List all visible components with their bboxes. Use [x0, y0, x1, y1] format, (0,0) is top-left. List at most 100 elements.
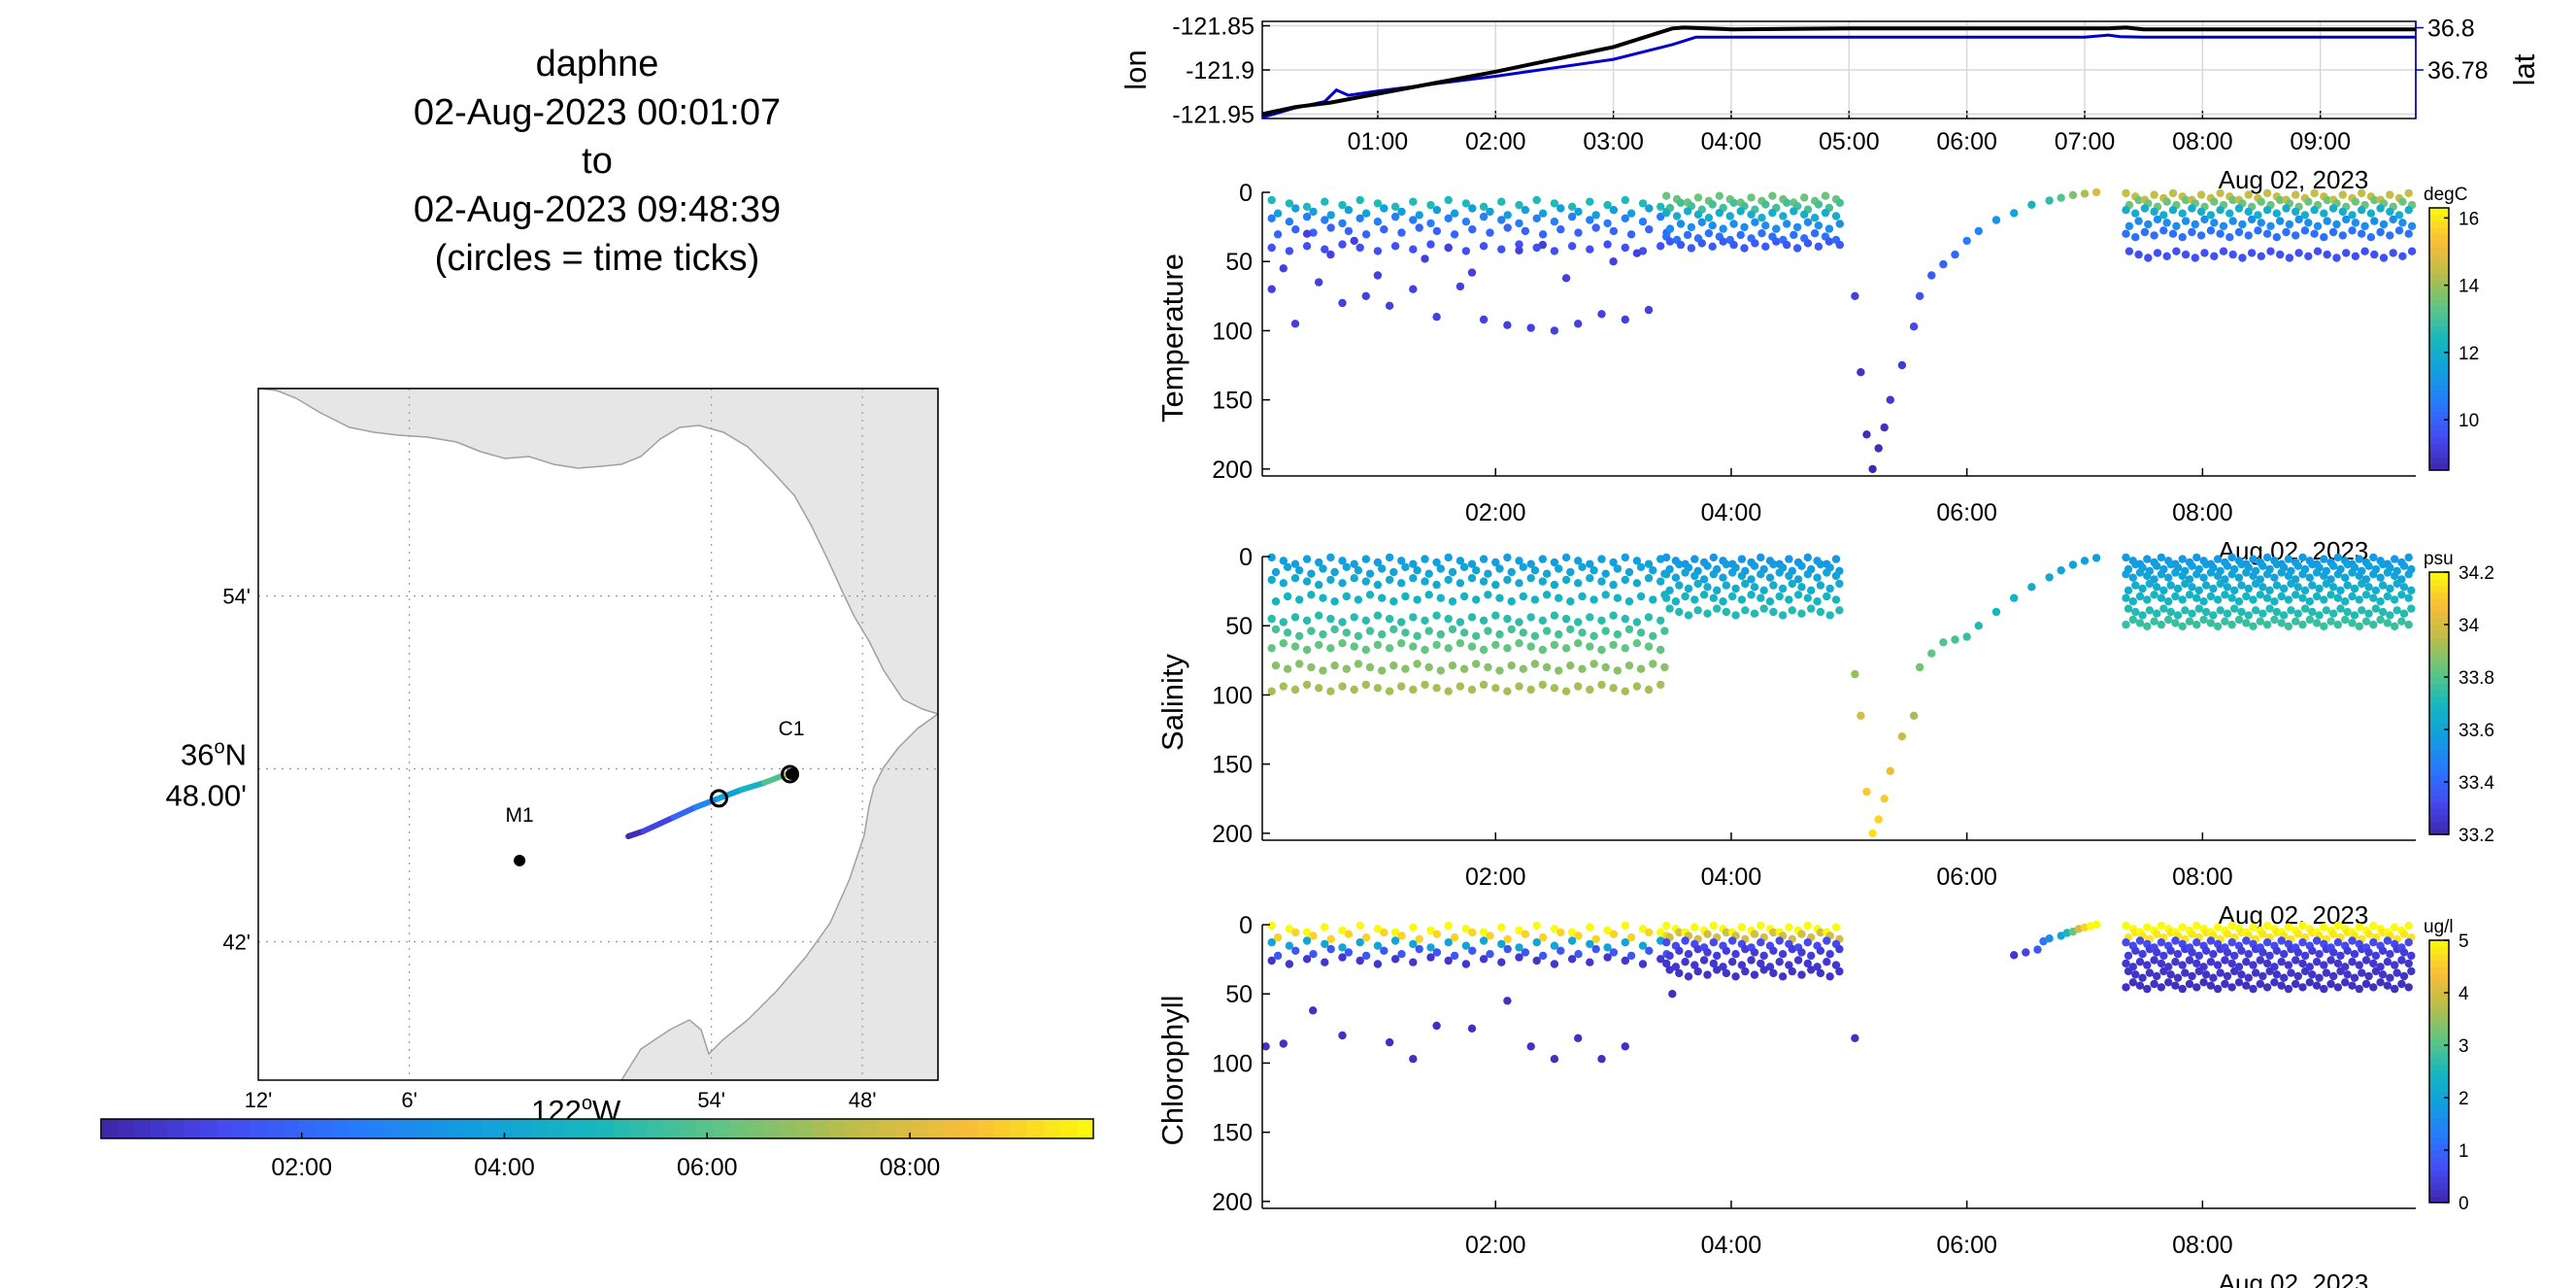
temperature-point [2247, 249, 2257, 257]
chlorophyll-colorbar-swatch [2429, 986, 2449, 994]
salinity-colorbar-swatch [2429, 716, 2449, 724]
temperature-point [2320, 233, 2328, 242]
salinity-colorbar-swatch [2429, 644, 2449, 652]
salinity-point [1613, 666, 1623, 675]
chlorophyll-point [1690, 923, 1699, 932]
salinity-point [1421, 555, 1429, 563]
chlorophyll-point [2308, 946, 2317, 955]
salinity-point [2213, 622, 2223, 630]
salinity-point [1589, 566, 1598, 575]
chlorophyll-point [1638, 960, 1648, 968]
salinity-point [1785, 595, 1793, 604]
temperature-point [2257, 197, 2265, 206]
temperature-point [1693, 193, 1703, 202]
salinity-point [2361, 575, 2371, 584]
salinity-point [1491, 611, 1500, 620]
temperature-point [2394, 211, 2404, 220]
chlorophyll-point [1497, 939, 1506, 949]
salinity-point [1886, 766, 1895, 775]
temperature-point [1821, 208, 1830, 218]
chlorophyll-point [1450, 932, 1459, 942]
time-colorbar-swatch [365, 1119, 384, 1138]
salinity-point [1279, 557, 1288, 565]
salinity-colorbar-swatch [2429, 572, 2449, 580]
chlorophyll-colorbar-tick-label: 1 [2459, 1141, 2469, 1162]
salinity-point [1862, 787, 1871, 797]
temperature-point [1831, 212, 1841, 220]
chlorophyll-point [2022, 948, 2030, 957]
temperature-point [1783, 198, 1791, 207]
chlorophyll-point [1461, 941, 1471, 950]
salinity-point [1279, 682, 1288, 691]
chlorophyll-point [1807, 951, 1816, 961]
salinity-point [2293, 561, 2302, 570]
salinity-point [1765, 573, 1775, 582]
salinity-point [1703, 561, 1712, 570]
chlorophyll-colorbar-frame [2428, 939, 2450, 1203]
salinity-point [1803, 593, 1813, 602]
salinity-colorbar-swatch [2429, 723, 2449, 730]
position-left-tick-label: -121.9 [1186, 57, 1255, 85]
salinity-point [1561, 553, 1571, 562]
salinity-point [1656, 616, 1665, 625]
chlorophyll-point [1756, 921, 1765, 931]
salinity-point [2265, 586, 2274, 594]
temperature-point [1397, 228, 1406, 237]
temperature-point [2254, 226, 2262, 235]
salinity-point [1574, 682, 1583, 691]
salinity-point [1424, 569, 1433, 578]
temperature-point [1338, 240, 1347, 249]
chlorophyll-point [2251, 968, 2260, 977]
chlorophyll-point [1835, 966, 1844, 976]
chlorophyll-point [1556, 946, 1565, 955]
chlorophyll-point [2392, 968, 2401, 977]
chlorophyll-point [2358, 968, 2366, 977]
temperature-point [1302, 202, 1312, 211]
chlorophyll-point [1709, 938, 1719, 947]
temperature-point [1586, 197, 1594, 206]
temperature-point [2282, 227, 2291, 237]
salinity-point [1750, 561, 1759, 570]
salinity-point [2262, 553, 2272, 562]
temperature-colorbar-swatch [2429, 266, 2449, 275]
chlorophyll-point [2404, 983, 2413, 992]
salinity-point [1338, 682, 1347, 691]
chlorophyll-point [1693, 944, 1702, 954]
salinity-point [1326, 575, 1335, 585]
salinity-point [1747, 575, 1756, 584]
temperature-point [2228, 250, 2237, 259]
temperature-point [2196, 231, 2206, 240]
salinity-point [2391, 622, 2399, 630]
salinity-point [2157, 593, 2166, 602]
chlorophyll-point [1321, 923, 1329, 932]
temperature-point [1757, 229, 1766, 238]
salinity-point [2221, 617, 2229, 626]
salinity-point [1319, 629, 1327, 639]
salinity-colorbar-tick-label: 33.2 [2459, 826, 2494, 846]
temperature-point [2244, 231, 2253, 240]
chlorophyll-point [1825, 972, 1834, 981]
temperature-point [1315, 278, 1323, 287]
salinity-point [1459, 592, 1469, 601]
salinity-point [1401, 664, 1410, 673]
chlorophyll-point [2287, 968, 2295, 977]
salinity-point [2157, 570, 2166, 579]
chlorophyll-point [2223, 930, 2232, 938]
chlorophyll-point [1825, 950, 1834, 959]
salinity-point [1542, 591, 1552, 599]
time-colorbar-swatch [217, 1119, 234, 1138]
salinity-point [1338, 579, 1347, 588]
salinity-point [1555, 666, 1563, 675]
salinity-point [1671, 573, 1681, 582]
time-colorbar-swatch [977, 1119, 995, 1138]
time-colorbar-swatch [398, 1119, 417, 1138]
salinity-point [1365, 569, 1375, 578]
chlorophyll-point [1390, 936, 1400, 945]
salinity-colorbar-tick-label: 33.8 [2459, 668, 2494, 689]
salinity-point [1315, 580, 1323, 590]
temperature-point [2338, 231, 2347, 240]
chlorophyll-point [1432, 1021, 1441, 1031]
temperature-point [2234, 204, 2244, 213]
salinity-point [1467, 642, 1477, 651]
chlorophyll-colorbar-swatch [2429, 966, 2449, 974]
